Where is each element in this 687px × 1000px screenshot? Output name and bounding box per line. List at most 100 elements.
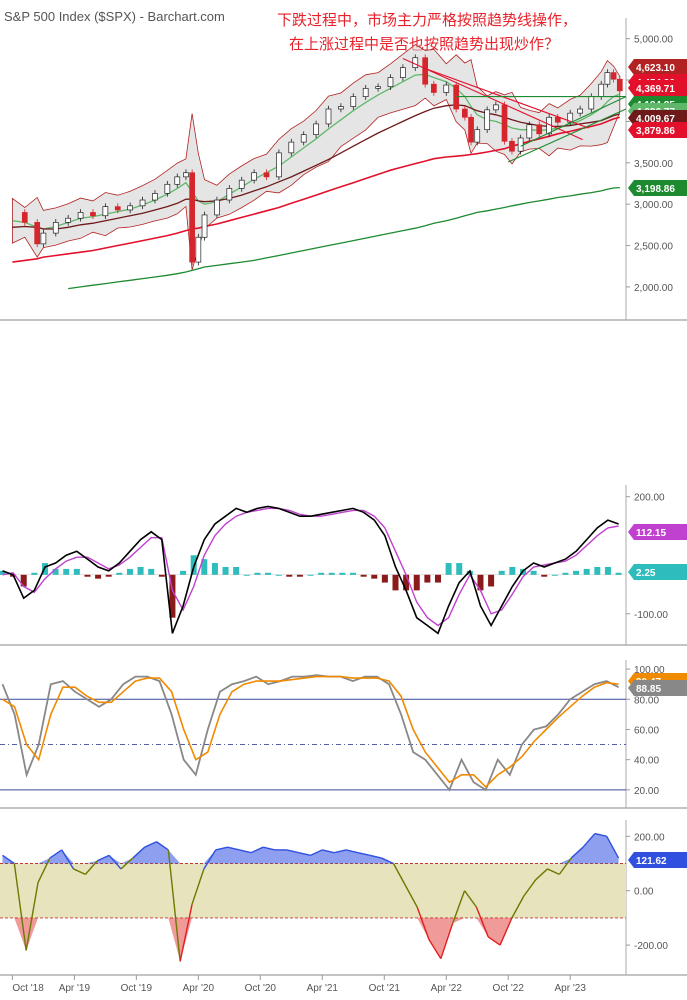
- cci-line-segment: [499, 917, 513, 946]
- stoch-axis-tick-label: 80.00: [634, 695, 659, 706]
- cci-line-segment: [191, 868, 205, 905]
- cci-line-segment: [416, 906, 430, 940]
- macd-histogram-bar: [52, 568, 59, 575]
- x-axis-tick-label: Oct '18: [12, 983, 44, 994]
- cci-axis-tick-label: 200.00: [634, 832, 665, 843]
- macd-histogram-bar: [296, 574, 303, 577]
- macd-histogram-bar: [0, 570, 6, 575]
- macd-hist-value-label: 2.25: [628, 564, 687, 580]
- cci-line-segment: [298, 851, 311, 857]
- cci-line-segment: [428, 939, 442, 960]
- macd-signal-line: [2, 507, 619, 627]
- price-axis-tick-label: 2,000.00: [634, 283, 673, 294]
- ma-fast-line: [12, 73, 621, 230]
- price-candle-body: [474, 129, 481, 143]
- macd-histogram-bar: [604, 566, 611, 575]
- macd-histogram-bar: [307, 574, 314, 576]
- macd-histogram-bar: [286, 574, 293, 577]
- cci-line-segment: [511, 895, 525, 919]
- price-candle-body: [517, 137, 524, 152]
- stoch-d-line: [2, 675, 619, 789]
- price-candle-body: [616, 78, 623, 92]
- macd-histogram-bar: [424, 574, 431, 583]
- macd-histogram-bar: [403, 574, 410, 591]
- price-candle-body: [195, 236, 202, 263]
- price-candle-body: [238, 179, 245, 189]
- price-candle-body: [509, 140, 515, 152]
- cci-line-segment: [404, 884, 418, 908]
- price-candle-body: [34, 222, 41, 245]
- macd-histogram-bar: [551, 574, 558, 576]
- cci-line-segment: [2, 854, 15, 865]
- cci-positive-area: [2, 833, 619, 864]
- macd-histogram-bar: [211, 563, 218, 575]
- cci-line-segment: [523, 879, 537, 897]
- cci-line-segment: [487, 936, 501, 946]
- cci-neutral-zone: [0, 863, 626, 918]
- cci-line-segment: [262, 846, 276, 851]
- cci-line-segment: [357, 851, 370, 857]
- price-candle-body: [251, 172, 257, 181]
- cci-line-segment: [167, 849, 181, 962]
- macd-histogram-bar: [137, 566, 144, 575]
- stoch-axis-tick-label: 100.00: [634, 665, 665, 676]
- price-panel: 5,000.004,500.004,000.003,500.003,000.00…: [12, 35, 687, 294]
- macd-histogram-bar: [95, 574, 102, 579]
- macd-histogram-bar: [84, 574, 91, 577]
- price-value-label-bg: [628, 180, 687, 196]
- price-candle-body: [77, 212, 84, 219]
- price-candle-body: [189, 172, 195, 263]
- macd-value-label-text: 112.15: [636, 528, 666, 539]
- cci-line-segment: [594, 832, 607, 837]
- price-candle-body: [400, 67, 406, 78]
- x-axis-tick-label: Oct '22: [493, 983, 525, 994]
- cci-line-segment: [250, 846, 264, 854]
- cci-line-segment: [452, 890, 466, 924]
- price-candle-body: [588, 96, 595, 110]
- macd-histogram-bar: [562, 572, 569, 575]
- price-value-label: 4,623.10: [628, 59, 687, 75]
- price-candle-body: [536, 124, 543, 135]
- cci-line-segment: [463, 890, 477, 908]
- stoch-axis-tick-label: 60.00: [634, 725, 659, 736]
- macd-histogram-bar: [318, 572, 325, 575]
- macd-histogram-bar: [169, 574, 176, 618]
- annotation-line-1: 下跌过程中，市场主力严格按照趋势线操作，: [277, 11, 578, 29]
- macd-histogram-bar: [498, 570, 505, 575]
- price-candle-body: [313, 123, 319, 136]
- cci-line-segment: [334, 849, 347, 854]
- cci-line-segment: [73, 868, 86, 876]
- price-axis-tick-label: 5,000.00: [634, 35, 673, 46]
- x-axis-tick-label: Apr '22: [431, 983, 463, 994]
- macd-histogram-bar: [233, 566, 240, 575]
- stoch-k-value-label-bg: [628, 680, 687, 696]
- price-candle-body: [484, 109, 491, 131]
- price-candle-body: [263, 172, 270, 178]
- x-axis-tick-label: Oct '21: [369, 983, 401, 994]
- macd-histogram-bar: [381, 574, 388, 583]
- cci-line-segment: [37, 857, 51, 883]
- price-candle-body: [174, 176, 181, 185]
- macd-histogram-bar: [392, 574, 399, 591]
- macd-hist-value-label-bg: [628, 564, 687, 580]
- price-value-label-bg: [628, 122, 687, 138]
- price-value-label-bg: [628, 80, 687, 96]
- macd-histogram-bar: [530, 570, 537, 575]
- cci-line-segment: [570, 846, 584, 859]
- cci-line-segment: [49, 849, 63, 859]
- price-value-label: 3,198.86: [628, 180, 687, 196]
- price-candle-body: [201, 214, 208, 238]
- cci-line-segment: [84, 860, 98, 875]
- price-candle-body: [288, 141, 295, 154]
- cci-line-segment: [369, 854, 382, 859]
- macd-value-label-bg: [628, 524, 687, 540]
- cci-line-segment: [558, 857, 572, 875]
- price-candle-body: [462, 108, 468, 118]
- price-candle-body: [21, 212, 28, 223]
- macd-axis-tick-label: 200.00: [634, 493, 665, 504]
- price-candle-body: [577, 108, 583, 114]
- macd-histogram-bar: [73, 568, 80, 575]
- macd-histogram-bar: [254, 572, 261, 575]
- price-candle-body: [501, 104, 508, 142]
- macd-histogram-bar: [63, 568, 70, 575]
